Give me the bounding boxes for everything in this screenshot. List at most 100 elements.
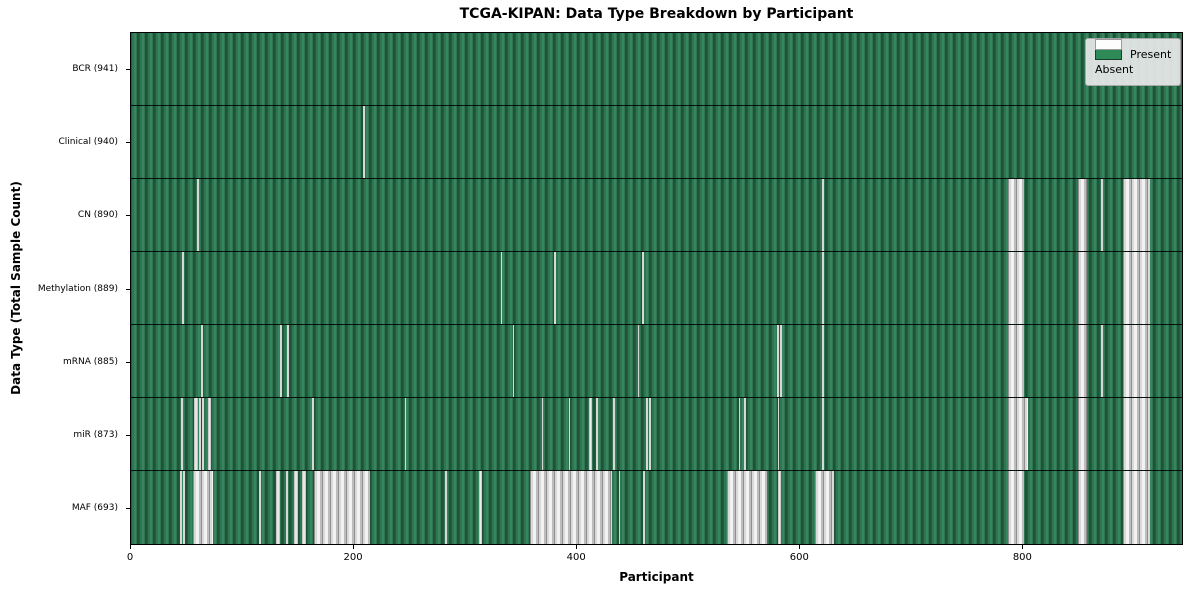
absent-stripe bbox=[259, 470, 261, 544]
legend-absent-label: Absent bbox=[1095, 63, 1134, 76]
absent-stripe bbox=[744, 397, 747, 470]
row-MAF bbox=[131, 470, 1182, 544]
absent-stripe bbox=[1008, 324, 1024, 397]
absent-stripe bbox=[726, 470, 767, 544]
absent-stripe bbox=[822, 178, 824, 251]
absent-stripe bbox=[312, 397, 315, 470]
legend-present-label: Present bbox=[1130, 48, 1172, 61]
absent-stripe bbox=[444, 470, 448, 544]
x-tick-label-400: 400 bbox=[566, 552, 586, 563]
x-tick-label-600: 600 bbox=[789, 552, 809, 563]
absent-stripe bbox=[554, 251, 557, 324]
absent-stripe bbox=[1008, 397, 1029, 470]
y-tick-label-Methylation: Methylation (889) bbox=[37, 283, 118, 294]
absent-stripe bbox=[1008, 178, 1024, 251]
absent-stripe bbox=[738, 397, 741, 470]
absent-stripe bbox=[777, 397, 780, 470]
x-tick-label-800: 800 bbox=[1012, 552, 1032, 563]
y-tick-label-CN: CN (890) bbox=[77, 210, 118, 221]
absent-stripe bbox=[179, 470, 182, 544]
absent-stripe bbox=[479, 470, 482, 544]
absent-stripe bbox=[1122, 397, 1150, 470]
absent-stripe bbox=[596, 397, 598, 470]
absent-stripe bbox=[568, 397, 571, 470]
absent-stripe bbox=[646, 397, 649, 470]
absent-stripe bbox=[822, 324, 824, 397]
y-tick-label-Clinical: Clinical (940) bbox=[58, 136, 118, 147]
absent-stripe bbox=[1100, 324, 1103, 397]
absent-stripe bbox=[643, 470, 645, 544]
absent-stripe bbox=[207, 397, 212, 470]
absent-stripe bbox=[588, 397, 592, 470]
legend: Present Absent bbox=[1085, 38, 1181, 86]
absent-stripe bbox=[1078, 178, 1088, 251]
absent-stripe bbox=[1122, 470, 1150, 544]
absent-stripe bbox=[512, 324, 515, 397]
x-tick-label-200: 200 bbox=[343, 552, 363, 563]
absent-stripe bbox=[202, 397, 205, 470]
absent-stripe bbox=[404, 397, 407, 470]
x-tick-label-0: 0 bbox=[126, 552, 134, 563]
absent-stripe bbox=[541, 397, 544, 470]
absent-stripe bbox=[1078, 470, 1088, 544]
absent-stripe bbox=[201, 324, 204, 397]
plot-area bbox=[130, 32, 1183, 545]
y-tick-mark bbox=[126, 288, 130, 290]
absent-stripe bbox=[183, 470, 185, 544]
row-Methylation bbox=[131, 251, 1182, 325]
absent-stripe bbox=[285, 470, 288, 544]
absent-stripe bbox=[1078, 251, 1088, 324]
absent-swatch-icon bbox=[1095, 39, 1122, 50]
absent-stripe bbox=[196, 178, 199, 251]
absent-stripe bbox=[618, 470, 621, 544]
absent-stripe bbox=[780, 324, 783, 397]
absent-stripe bbox=[182, 251, 185, 324]
absent-stripe bbox=[1008, 470, 1024, 544]
x-axis: 0 200 400 600 800 bbox=[126, 545, 1183, 575]
x-tick-mark bbox=[1022, 545, 1024, 549]
absent-stripe bbox=[1078, 397, 1088, 470]
y-tick-label-mRNA: mRNA (885) bbox=[63, 356, 118, 367]
absent-stripe bbox=[280, 324, 282, 397]
absent-stripe bbox=[194, 397, 198, 470]
present-swatch-icon bbox=[1095, 49, 1122, 60]
absent-stripe bbox=[637, 324, 640, 397]
absent-stripe bbox=[642, 251, 645, 324]
absent-stripe bbox=[1078, 324, 1088, 397]
absent-stripe bbox=[500, 251, 503, 324]
legend-entry-absent: Absent bbox=[1095, 39, 1171, 76]
y-tick-mark bbox=[126, 508, 130, 510]
x-tick-mark bbox=[353, 545, 355, 549]
absent-stripe bbox=[1008, 251, 1024, 324]
row-miR bbox=[131, 397, 1182, 471]
absent-stripe bbox=[1122, 178, 1150, 251]
absent-stripe bbox=[814, 470, 834, 544]
absent-stripe bbox=[313, 470, 371, 544]
absent-stripe bbox=[275, 470, 281, 544]
y-tick-label-MAF: MAF (693) bbox=[71, 503, 118, 514]
absent-stripe bbox=[293, 470, 298, 544]
absent-stripe bbox=[1122, 324, 1150, 397]
y-tick-mark bbox=[126, 361, 130, 363]
absent-stripe bbox=[613, 397, 615, 470]
row-BCR bbox=[131, 33, 1182, 106]
chart-title: TCGA-KIPAN: Data Type Breakdown by Parti… bbox=[459, 6, 854, 22]
absent-stripe bbox=[777, 470, 782, 544]
y-tick-mark bbox=[126, 215, 130, 217]
y-tick-label-miR: miR (873) bbox=[73, 430, 118, 441]
absent-stripe bbox=[529, 470, 612, 544]
y-tick-label-BCR: BCR (941) bbox=[72, 63, 118, 74]
row-Clinical bbox=[131, 105, 1182, 179]
absent-stripe bbox=[776, 324, 779, 397]
absent-stripe bbox=[193, 470, 214, 544]
y-tick-mark bbox=[126, 435, 130, 437]
absent-stripe bbox=[286, 324, 290, 397]
absent-stripe bbox=[198, 397, 202, 470]
absent-stripe bbox=[1122, 251, 1150, 324]
x-axis-label: Participant bbox=[619, 570, 694, 584]
y-axis: BCR (941) Clinical (940) CN (890) Methylati… bbox=[0, 32, 130, 545]
y-tick-mark bbox=[126, 141, 130, 143]
absent-stripe bbox=[822, 397, 824, 470]
absent-stripe bbox=[1100, 178, 1103, 251]
